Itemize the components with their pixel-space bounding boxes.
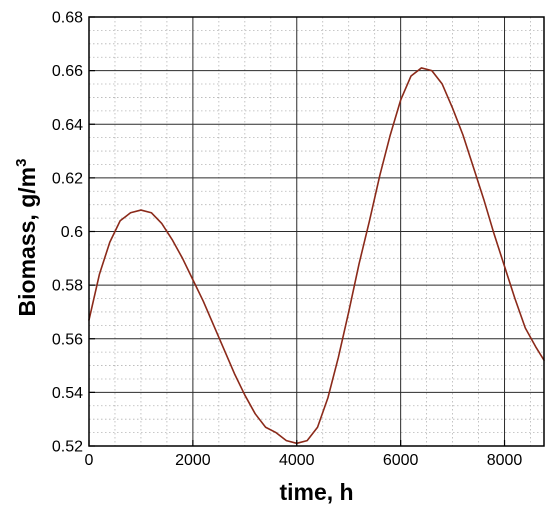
tick-marks [88,16,506,447]
x-axis-title: time, h [279,479,353,505]
y-tick-label: 0.62 [52,170,83,187]
x-tick-label: 2000 [175,452,211,469]
y-tick-label: 0.6 [61,224,83,241]
y-axis-title: Biomass, g/m3 [13,159,40,317]
series-layer [88,67,545,445]
y-tick-label: 0.68 [52,10,83,27]
y-tick-labels: 0.52 0.54 0.56 0.58 0.6 0.62 0.64 0.66 0.68 [52,10,83,456]
x-tick-labels: 0 2000 4000 6000 8000 [85,452,523,469]
x-tick-label: 4000 [279,452,315,469]
x-tick-label: 6000 [383,452,419,469]
y-axis-title-superscript: 3 [13,159,30,167]
y-tick-label: 0.56 [52,331,83,348]
y-tick-label: 0.66 [52,63,83,80]
y-tick-label: 0.54 [52,385,83,402]
y-tick-label: 0.58 [52,278,83,295]
y-axis-title-main: Biomass, g/m [14,167,40,317]
y-tick-label: 0.64 [52,117,83,134]
x-tick-label: 8000 [487,452,523,469]
x-tick-label: 0 [85,452,94,469]
minor-grid [89,17,544,446]
major-grid [89,17,544,446]
y-tick-label: 0.52 [52,439,83,456]
series-line-1 [88,67,545,445]
